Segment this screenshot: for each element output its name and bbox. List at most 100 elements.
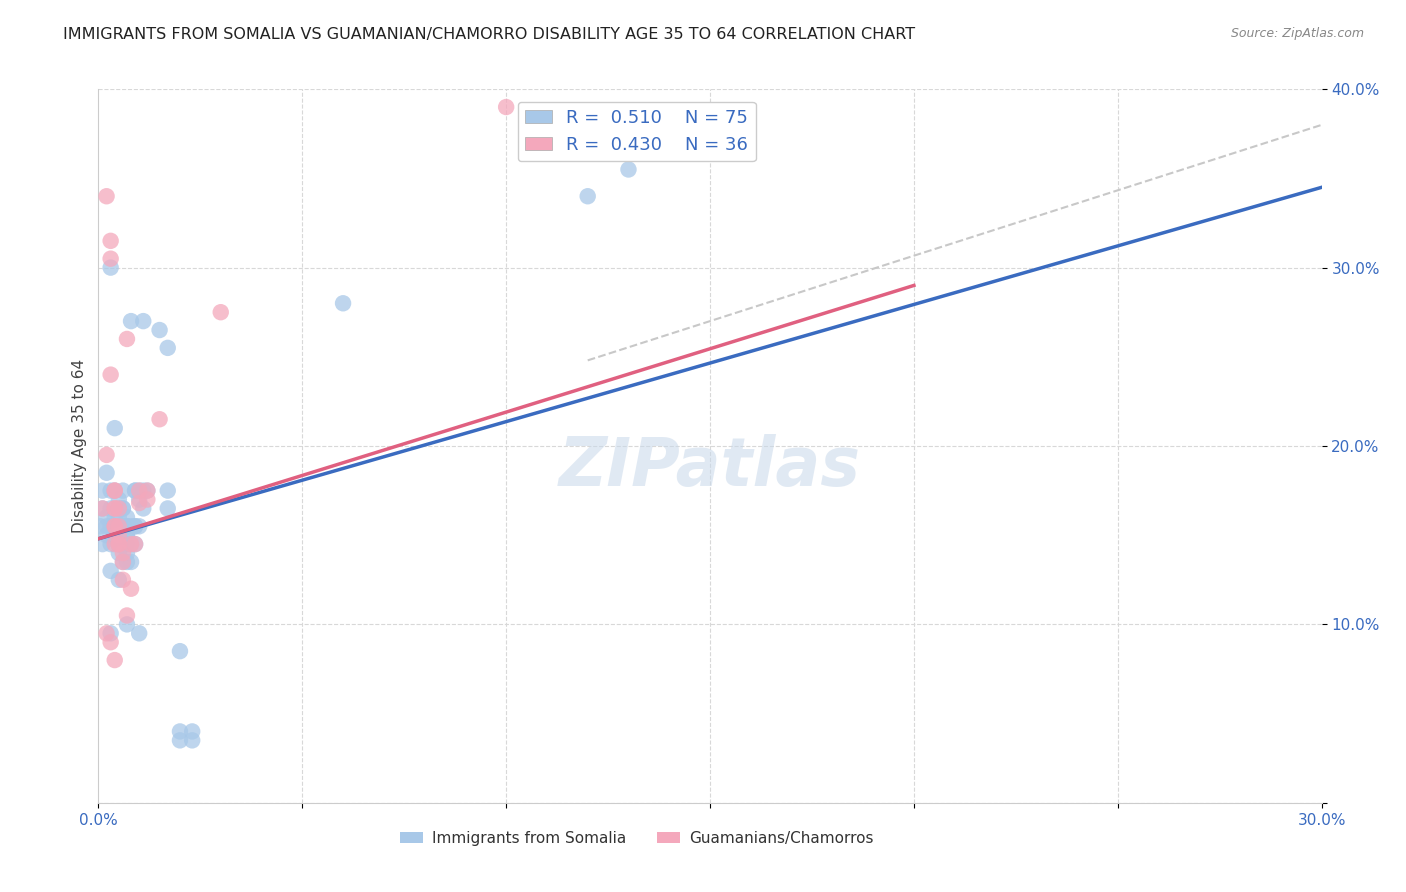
Point xyxy=(89,519,111,533)
Point xyxy=(128,492,150,507)
Point xyxy=(495,100,517,114)
Point xyxy=(120,582,142,596)
Point xyxy=(100,260,122,275)
Point xyxy=(111,546,134,560)
Point xyxy=(108,537,131,551)
Point xyxy=(96,528,118,542)
Point xyxy=(108,519,131,533)
Point xyxy=(104,519,127,533)
Point xyxy=(115,546,138,560)
Point xyxy=(104,501,127,516)
Point xyxy=(108,519,131,533)
Point xyxy=(91,501,114,516)
Point xyxy=(91,501,114,516)
Point xyxy=(156,483,179,498)
Point xyxy=(96,510,118,524)
Point xyxy=(108,519,131,533)
Point xyxy=(115,537,138,551)
Point xyxy=(181,733,204,747)
Point xyxy=(128,519,150,533)
Point xyxy=(96,466,118,480)
Point xyxy=(100,626,122,640)
Point xyxy=(169,724,191,739)
Point xyxy=(124,519,146,533)
Point xyxy=(149,412,172,426)
Point xyxy=(104,519,127,533)
Point xyxy=(108,501,131,516)
Point xyxy=(115,528,138,542)
Point xyxy=(124,537,146,551)
Point xyxy=(96,519,118,533)
Point xyxy=(124,483,146,498)
Point xyxy=(128,483,150,498)
Text: Source: ZipAtlas.com: Source: ZipAtlas.com xyxy=(1230,27,1364,40)
Point xyxy=(115,332,138,346)
Point xyxy=(108,537,131,551)
Point xyxy=(124,537,146,551)
Point xyxy=(115,608,138,623)
Point xyxy=(111,483,134,498)
Point xyxy=(108,528,131,542)
Point xyxy=(100,234,122,248)
Point xyxy=(96,626,118,640)
Point xyxy=(100,483,122,498)
Point xyxy=(169,644,191,658)
Point xyxy=(120,519,142,533)
Point xyxy=(128,496,150,510)
Point xyxy=(104,537,127,551)
Point xyxy=(124,483,146,498)
Point xyxy=(617,162,640,177)
Point xyxy=(332,296,354,310)
Point xyxy=(100,635,122,649)
Point xyxy=(111,501,134,516)
Point xyxy=(120,537,142,551)
Point xyxy=(111,573,134,587)
Point xyxy=(100,252,122,266)
Point xyxy=(91,483,114,498)
Point xyxy=(156,341,179,355)
Point xyxy=(115,617,138,632)
Point xyxy=(91,537,114,551)
Point xyxy=(128,626,150,640)
Point xyxy=(120,314,142,328)
Point xyxy=(100,537,122,551)
Point xyxy=(120,537,142,551)
Point xyxy=(104,501,127,516)
Point xyxy=(100,564,122,578)
Point xyxy=(115,519,138,533)
Point xyxy=(115,510,138,524)
Point xyxy=(104,510,127,524)
Point xyxy=(124,519,146,533)
Point xyxy=(115,555,138,569)
Point xyxy=(115,537,138,551)
Point xyxy=(108,492,131,507)
Point xyxy=(181,724,204,739)
Point xyxy=(108,537,131,551)
Point xyxy=(136,492,159,507)
Point xyxy=(115,528,138,542)
Point xyxy=(136,483,159,498)
Y-axis label: Disability Age 35 to 64: Disability Age 35 to 64 xyxy=(72,359,87,533)
Point xyxy=(96,448,118,462)
Point xyxy=(149,323,172,337)
Point xyxy=(111,519,134,533)
Point xyxy=(115,519,138,533)
Point xyxy=(132,314,155,328)
Point xyxy=(104,483,127,498)
Point xyxy=(104,483,127,498)
Text: ZIPatlas: ZIPatlas xyxy=(560,434,860,500)
Point xyxy=(111,555,134,569)
Point xyxy=(111,537,134,551)
Point xyxy=(576,189,599,203)
Point xyxy=(120,555,142,569)
Point xyxy=(108,546,131,560)
Point xyxy=(136,483,159,498)
Point xyxy=(209,305,232,319)
Point xyxy=(108,537,131,551)
Point xyxy=(156,501,179,516)
Point xyxy=(104,421,127,435)
Point xyxy=(128,483,150,498)
Point xyxy=(169,733,191,747)
Point xyxy=(104,653,127,667)
Point xyxy=(111,501,134,516)
